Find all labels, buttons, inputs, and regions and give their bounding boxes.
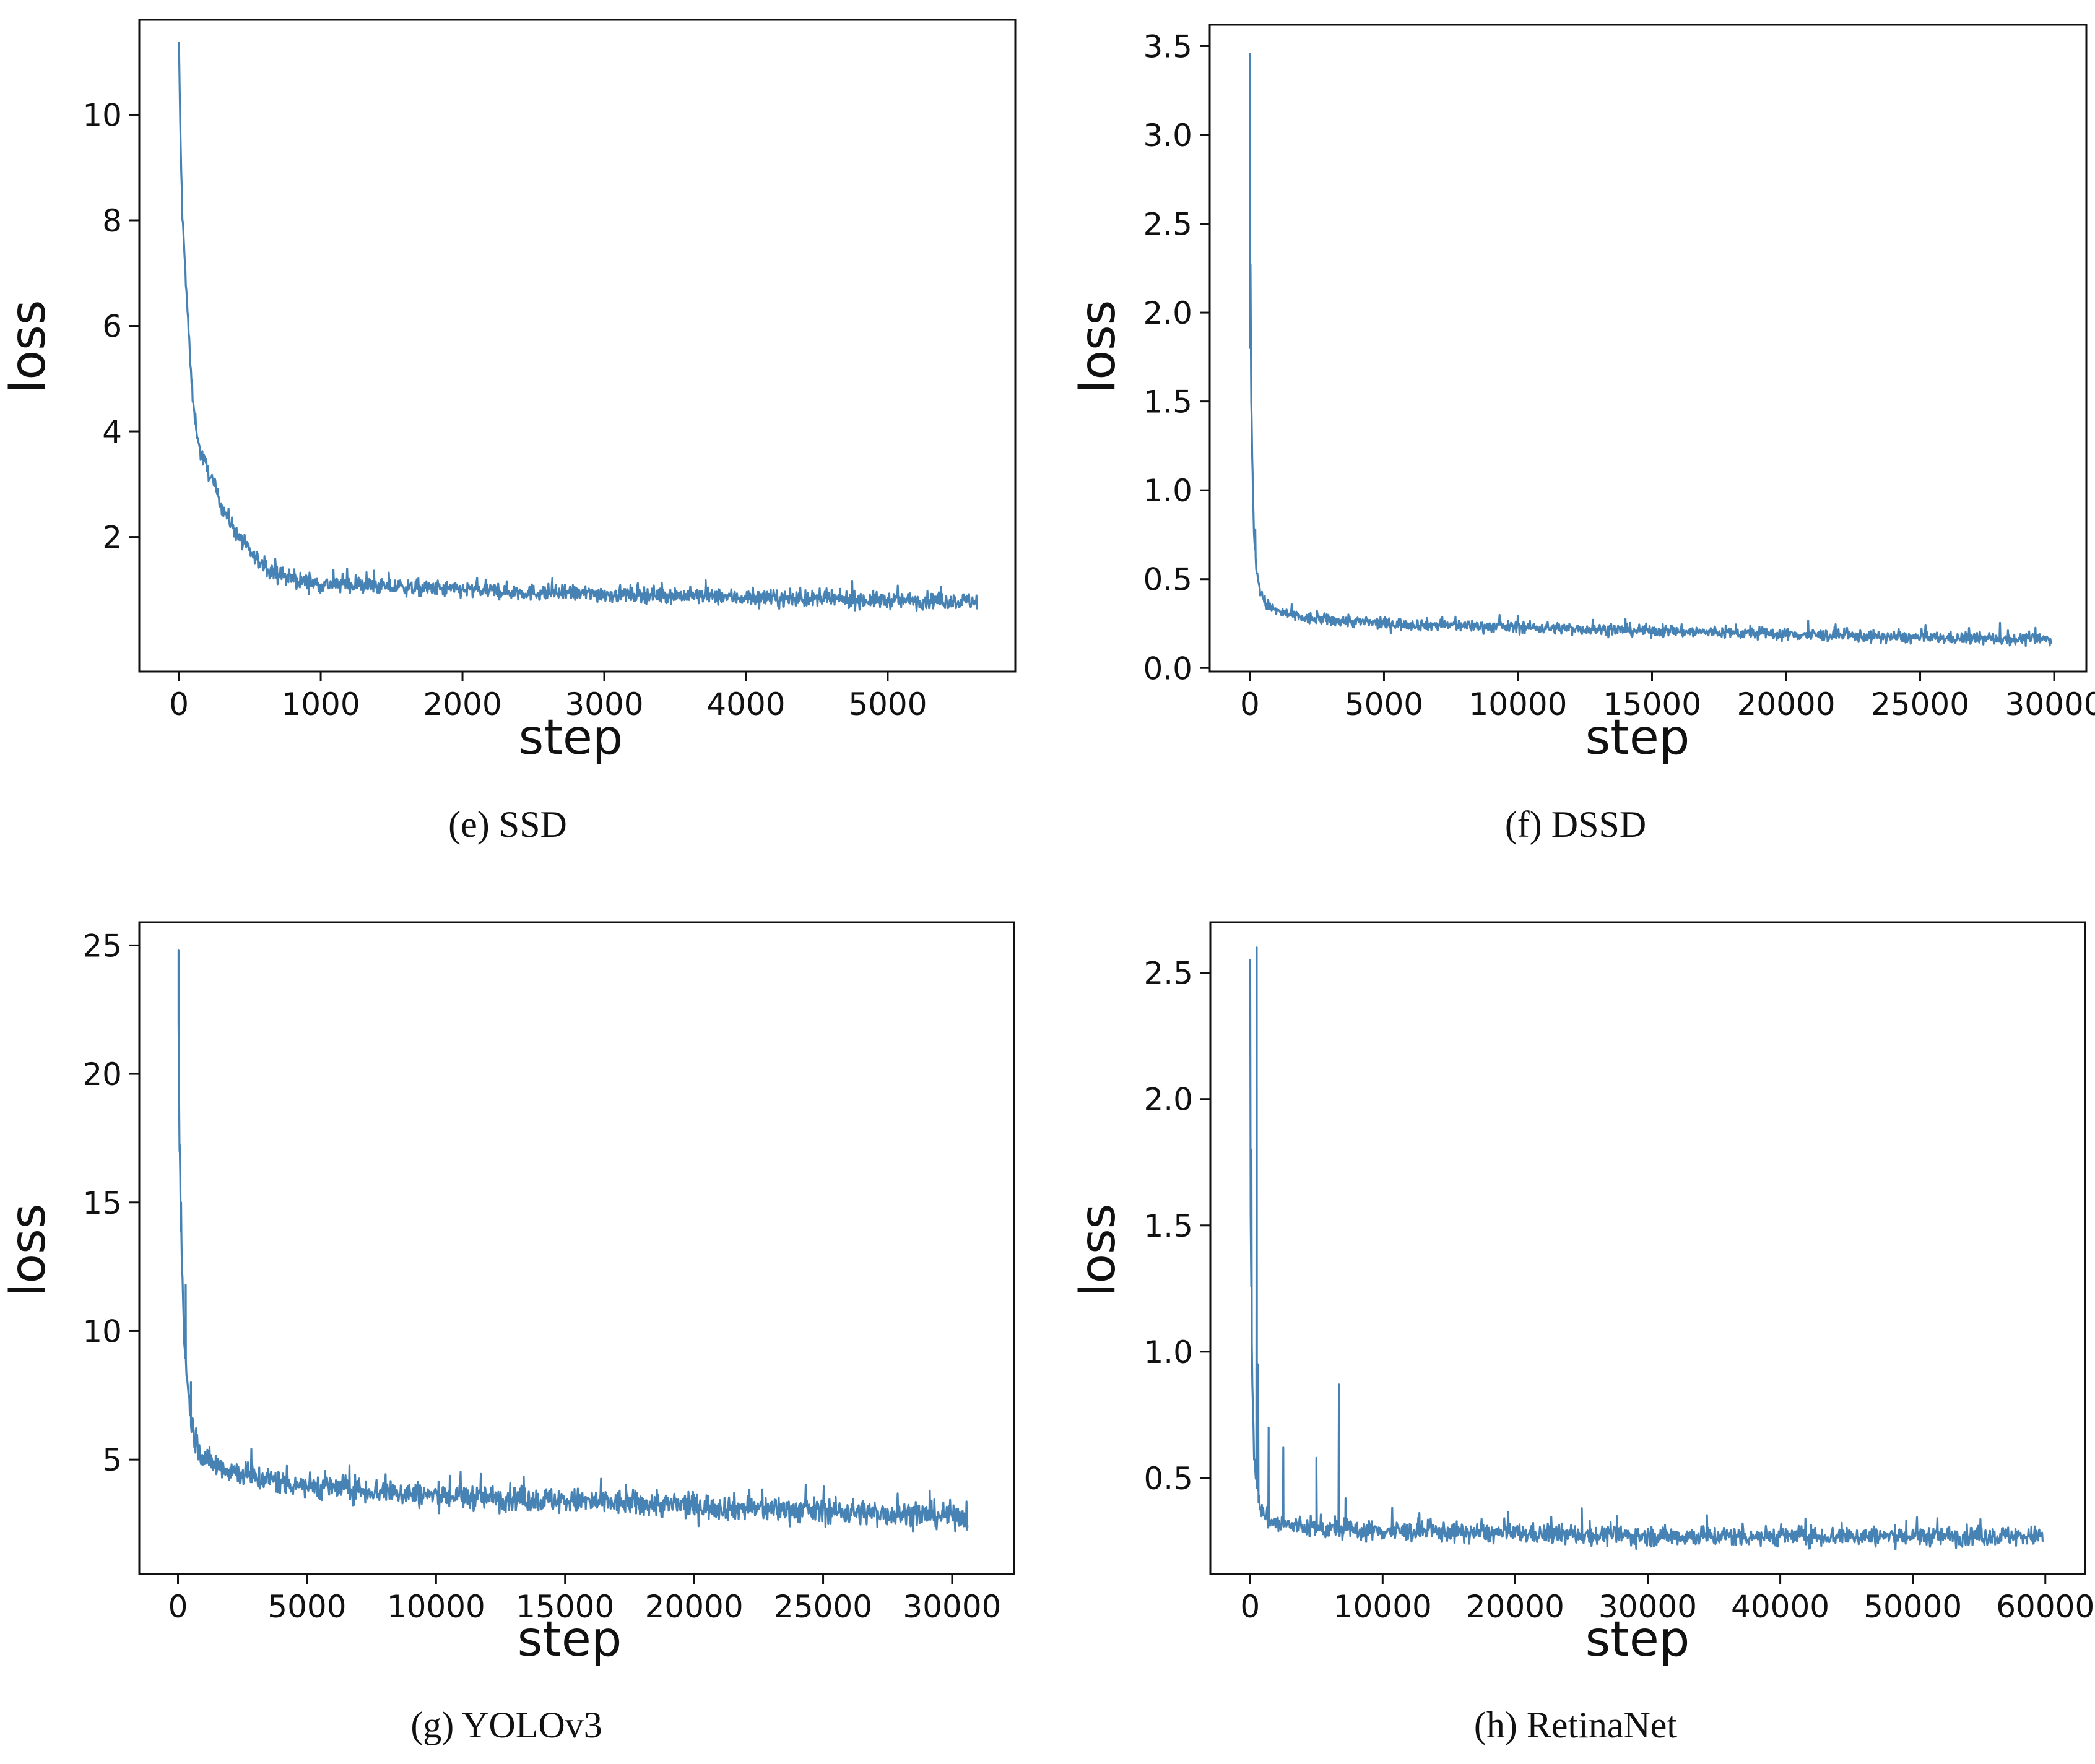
axes-frame xyxy=(138,921,1015,1575)
y-tick-label: 0.0 xyxy=(1143,651,1192,686)
y-tick-label: 4 xyxy=(102,414,122,450)
y-tick-label: 20 xyxy=(82,1057,122,1092)
x-tick-label: 30000 xyxy=(903,1589,1001,1625)
series-line-loss xyxy=(178,41,978,612)
x-tick-label: 20000 xyxy=(1737,686,1835,722)
y-tick-label: 1.0 xyxy=(1143,1334,1193,1370)
x-axis-label: step xyxy=(1585,710,1690,766)
y-tick-label: 15 xyxy=(82,1185,122,1221)
x-tick-label: 3000 xyxy=(565,686,643,722)
x-tick-label: 1000 xyxy=(281,686,360,722)
y-tick-label: 2.5 xyxy=(1143,956,1193,992)
y-tick-label: 6 xyxy=(102,309,122,345)
x-tick-label: 25000 xyxy=(774,1589,872,1625)
y-axis-label: loss xyxy=(1070,1204,1126,1297)
x-tick-label: 15000 xyxy=(516,1589,614,1625)
y-tick-label: 2.5 xyxy=(1143,207,1192,243)
x-tick-label: 5000 xyxy=(1345,686,1423,722)
x-tick-label: 40000 xyxy=(1731,1589,1829,1625)
subfigure-caption: (g) YOLOv3 xyxy=(410,1705,602,1745)
y-tick-label: 2.0 xyxy=(1143,295,1192,331)
subfigure-caption: (h) RetinaNet xyxy=(1474,1705,1678,1745)
x-axis-label: step xyxy=(519,710,623,766)
x-tick-label: 2000 xyxy=(423,686,501,722)
y-tick-label: 1.5 xyxy=(1143,384,1192,420)
y-tick-label: 3.5 xyxy=(1143,28,1192,64)
y-axis-label: loss xyxy=(1070,300,1126,394)
axes-frame xyxy=(1209,921,2086,1575)
y-tick-label: 10 xyxy=(82,1313,122,1349)
x-tick-label: 60000 xyxy=(1996,1589,2094,1625)
y-tick-label: 10 xyxy=(82,97,122,133)
x-tick-label: 20000 xyxy=(1466,1589,1564,1625)
subfigure-caption: (e) SSD xyxy=(448,804,567,845)
x-tick-label: 0 xyxy=(168,1589,188,1625)
x-tick-label: 0 xyxy=(169,686,189,722)
x-tick-label: 30000 xyxy=(2005,686,2095,722)
y-tick-label: 2.0 xyxy=(1143,1082,1193,1118)
x-tick-label: 15000 xyxy=(1603,686,1701,722)
y-tick-label: 25 xyxy=(82,928,122,964)
subfigure-caption: (f) DSSD xyxy=(1505,804,1646,845)
x-tick-label: 5000 xyxy=(848,686,927,722)
chart-panel-3: 0 10000 20000 30000 40000 50000 60000 0.5 1.0 1.5… xyxy=(1070,921,2094,1745)
axes-frame xyxy=(138,19,1017,673)
x-tick-label: 4000 xyxy=(706,686,785,722)
series-line-loss xyxy=(1249,52,2053,647)
y-tick-label: 0.5 xyxy=(1143,1461,1193,1497)
x-tick-label: 0 xyxy=(1240,1589,1260,1625)
y-axis-label: loss xyxy=(1,1204,56,1297)
x-tick-label: 30000 xyxy=(1598,1589,1697,1625)
y-tick-label: 0.5 xyxy=(1143,562,1192,598)
y-tick-label: 5 xyxy=(102,1442,122,1478)
x-tick-label: 10000 xyxy=(1334,1589,1432,1625)
series-line-loss xyxy=(1249,946,2044,1550)
axes-frame xyxy=(1208,24,2088,673)
x-axis-label: step xyxy=(518,1612,622,1667)
x-tick-label: 0 xyxy=(1240,686,1260,722)
y-axis-label: loss xyxy=(1,300,56,394)
x-tick-label: 50000 xyxy=(1863,1589,1962,1625)
y-tick-label: 3.0 xyxy=(1143,118,1192,153)
chart-panel-0: 0 1000 2000 3000 4000 5000 2 4 6 8 10 step loss (e) S… xyxy=(1,19,1017,845)
x-axis-label: step xyxy=(1585,1612,1690,1667)
x-tick-label: 5000 xyxy=(267,1589,346,1625)
x-tick-label: 10000 xyxy=(1468,686,1567,722)
x-tick-label: 25000 xyxy=(1871,686,1969,722)
x-tick-label: 10000 xyxy=(387,1589,485,1625)
y-tick-label: 1.0 xyxy=(1143,473,1192,509)
y-tick-label: 1.5 xyxy=(1143,1208,1193,1244)
y-tick-label: 8 xyxy=(102,203,122,239)
chart-panel-1: 0 5000 10000 15000 20000 25000 30000 0.0 0.5 1.0 1… xyxy=(1070,24,2095,845)
y-tick-label: 2 xyxy=(102,520,122,556)
x-tick-label: 20000 xyxy=(645,1589,744,1625)
series-line-loss xyxy=(177,949,969,1533)
chart-panel-2: 0 5000 10000 15000 20000 25000 30000 5 10 15 20 25 s… xyxy=(1,921,1015,1745)
